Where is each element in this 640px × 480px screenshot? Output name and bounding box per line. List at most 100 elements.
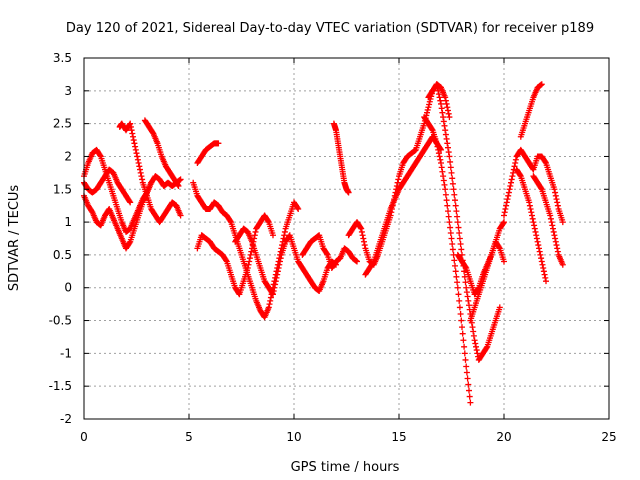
data-point bbox=[441, 181, 448, 188]
data-point bbox=[452, 197, 458, 204]
data-point bbox=[465, 381, 472, 388]
data-point bbox=[127, 123, 134, 130]
x-tick-label: 10 bbox=[286, 430, 301, 444]
data-point bbox=[252, 228, 259, 235]
data-point bbox=[175, 182, 182, 189]
data-point bbox=[354, 258, 360, 265]
data-point bbox=[435, 87, 442, 94]
data-point bbox=[360, 235, 367, 242]
data-point bbox=[446, 114, 453, 121]
data-point bbox=[294, 204, 301, 211]
data-point bbox=[137, 166, 143, 173]
data-point bbox=[440, 173, 447, 180]
data-point bbox=[247, 251, 254, 258]
data-point bbox=[463, 289, 470, 296]
data-point bbox=[453, 208, 460, 215]
data-point bbox=[438, 164, 445, 171]
data-point bbox=[446, 153, 453, 160]
data-point bbox=[529, 212, 535, 219]
data-point bbox=[358, 225, 365, 232]
data-point bbox=[177, 212, 184, 219]
data-point bbox=[361, 242, 368, 249]
data-point bbox=[215, 140, 222, 147]
data-point bbox=[466, 302, 472, 309]
data-point bbox=[132, 146, 139, 153]
chart-title: Day 120 of 2021, Sidereal Day-to-day VTE… bbox=[66, 21, 594, 36]
data-point bbox=[281, 232, 288, 239]
data-point bbox=[444, 202, 451, 209]
x-tick-label: 20 bbox=[496, 430, 511, 444]
series-arc11 bbox=[330, 120, 352, 196]
data-point bbox=[531, 222, 538, 229]
data-point bbox=[273, 274, 280, 281]
data-point bbox=[550, 225, 556, 232]
grid-lines bbox=[84, 58, 609, 419]
data-point bbox=[445, 144, 451, 151]
data-point bbox=[270, 232, 276, 239]
data-point bbox=[130, 133, 136, 140]
data-point bbox=[440, 118, 447, 125]
data-point bbox=[458, 246, 465, 253]
data-point bbox=[533, 232, 540, 239]
data-point bbox=[128, 127, 135, 134]
data-point bbox=[472, 340, 479, 347]
data-point bbox=[459, 330, 466, 337]
data-point bbox=[244, 265, 251, 272]
series-arc10 bbox=[299, 232, 360, 272]
data-point bbox=[445, 208, 451, 215]
data-point bbox=[501, 212, 507, 219]
data-point bbox=[459, 324, 465, 331]
data-point bbox=[483, 344, 490, 351]
data-point bbox=[97, 152, 104, 159]
data-point bbox=[134, 156, 141, 163]
data-point bbox=[454, 284, 461, 291]
data-point bbox=[438, 105, 445, 112]
series-arc18 bbox=[501, 146, 566, 226]
data-point bbox=[357, 224, 364, 231]
data-point bbox=[444, 104, 451, 111]
data-point bbox=[457, 310, 464, 317]
y-tick-label: 1 bbox=[64, 215, 72, 229]
data-point bbox=[539, 261, 546, 268]
data-point bbox=[433, 81, 440, 88]
data-point bbox=[471, 337, 478, 344]
data-point bbox=[456, 230, 463, 237]
y-tick-label: 2 bbox=[64, 149, 72, 163]
data-point bbox=[452, 268, 459, 275]
data-point bbox=[394, 179, 401, 186]
data-point bbox=[554, 245, 561, 252]
data-point bbox=[503, 202, 510, 209]
data-point bbox=[469, 324, 476, 331]
data-point bbox=[538, 185, 545, 192]
data-point bbox=[246, 255, 253, 262]
data-point bbox=[542, 274, 549, 281]
data-point bbox=[440, 114, 447, 121]
data-point bbox=[126, 239, 133, 246]
data-point bbox=[551, 232, 558, 239]
data-point bbox=[501, 219, 507, 226]
data-point bbox=[440, 177, 447, 184]
series-arc2 bbox=[81, 179, 155, 252]
data-point bbox=[439, 168, 446, 175]
data-point bbox=[452, 202, 459, 209]
data-point bbox=[442, 191, 449, 198]
data-point bbox=[463, 369, 470, 376]
data-point bbox=[538, 255, 545, 262]
data-point bbox=[456, 304, 463, 311]
data-point bbox=[464, 375, 471, 382]
data-point bbox=[134, 153, 141, 160]
data-point bbox=[251, 232, 258, 239]
series-arc9 bbox=[232, 225, 339, 298]
data-point bbox=[442, 131, 449, 138]
data-point bbox=[126, 198, 133, 205]
x-tick-label: 25 bbox=[601, 430, 616, 444]
data-point bbox=[465, 297, 472, 304]
data-point bbox=[436, 94, 443, 101]
data-point bbox=[466, 393, 473, 400]
data-point bbox=[500, 220, 507, 227]
data-point bbox=[428, 126, 435, 133]
data-point bbox=[448, 169, 455, 176]
data-point bbox=[451, 257, 458, 264]
data-point bbox=[425, 104, 432, 111]
